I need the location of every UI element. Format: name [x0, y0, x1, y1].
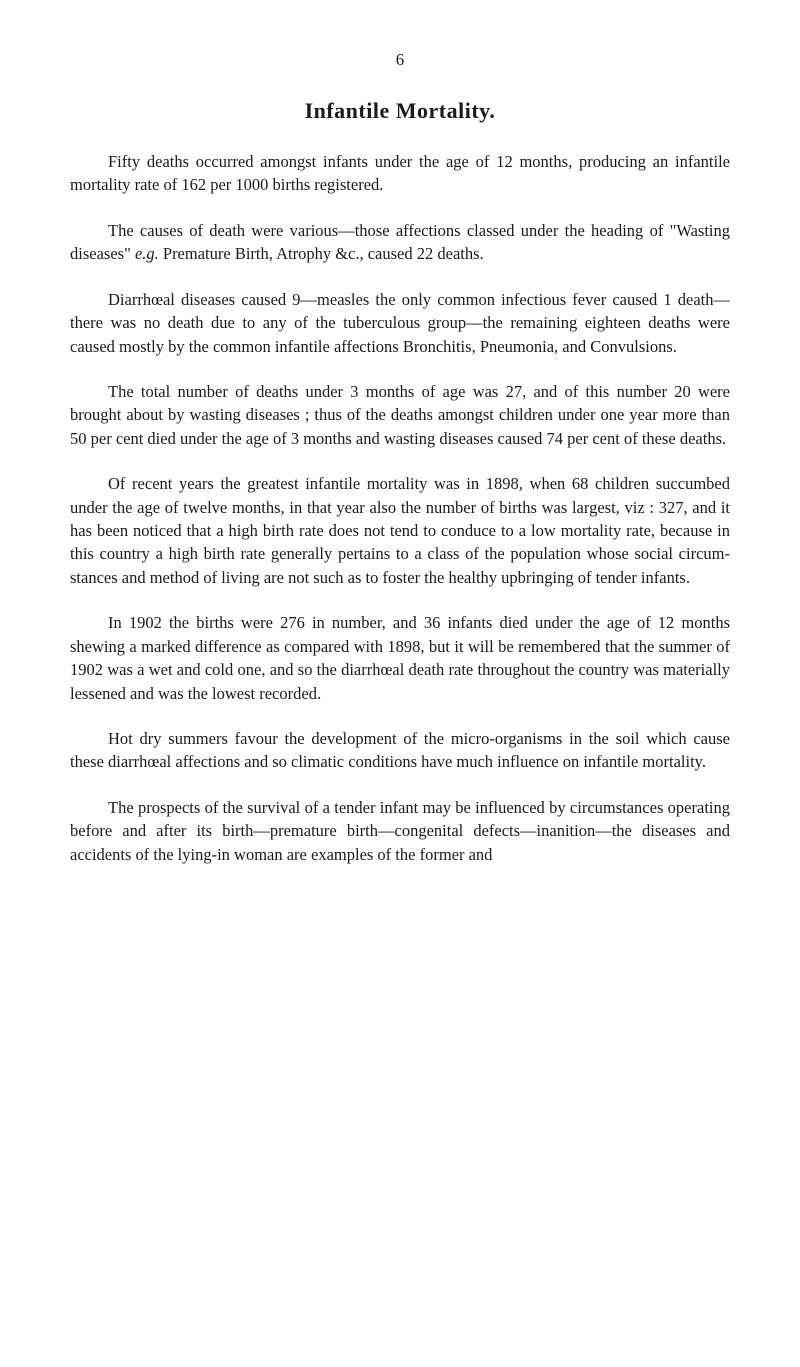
paragraph-2-italic: e.g.: [135, 244, 159, 263]
paragraph-6: In 1902 the births were 276 in number, a…: [70, 611, 730, 705]
paragraph-5: Of recent years the greatest infantile m…: [70, 472, 730, 589]
paragraph-2-part2: Premature Birth, Atrophy &c., caused 22 …: [159, 244, 484, 263]
page-number: 6: [70, 50, 730, 70]
paragraph-4: The total number of deaths under 3 month…: [70, 380, 730, 450]
paragraph-2: The causes of death were various—those a…: [70, 219, 730, 266]
paragraph-3: Diarrhœal diseases caused 9—measles the …: [70, 288, 730, 358]
paragraph-7: Hot dry summers favour the development o…: [70, 727, 730, 774]
paragraph-1: Fifty deaths occurred amongst infants un…: [70, 150, 730, 197]
page-title: Infantile Mortality.: [70, 98, 730, 124]
paragraph-8: The prospects of the survival of a tende…: [70, 796, 730, 866]
